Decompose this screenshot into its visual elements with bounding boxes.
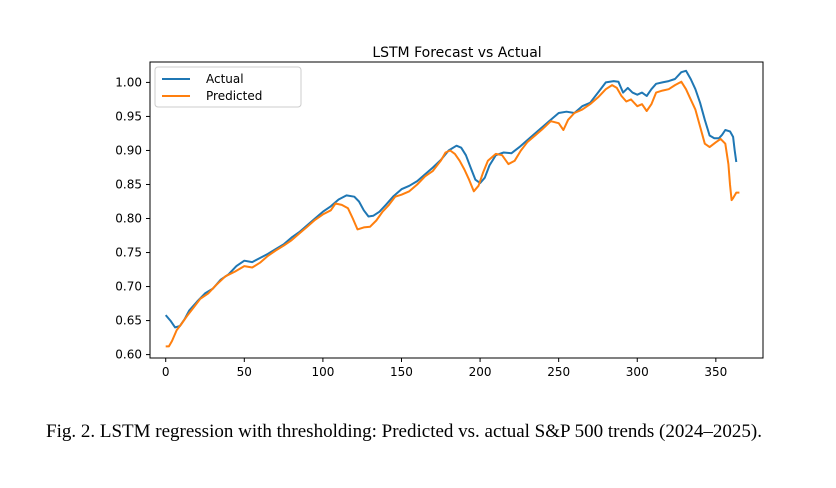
x-tick-label: 300 <box>626 365 649 379</box>
y-tick-label: 0.60 <box>115 348 142 362</box>
y-tick-label: 0.70 <box>115 280 142 294</box>
legend-label-predicted: Predicted <box>206 89 262 103</box>
x-tick-label: 250 <box>547 365 570 379</box>
x-tick-label: 200 <box>469 365 492 379</box>
y-tick-label: 0.90 <box>115 143 142 157</box>
plot-frame <box>149 61 764 359</box>
y-tick-label: 0.80 <box>115 212 142 226</box>
plot-area <box>164 69 740 348</box>
x-tick-label: 150 <box>390 365 413 379</box>
y-tick-label: 1.00 <box>115 75 142 89</box>
legend: Actual Predicted <box>154 66 302 108</box>
line-chart: LSTM Forecast vs Actual 0 50 100 150 200 250 3… <box>115 45 764 379</box>
y-tick-label: 0.75 <box>115 246 142 260</box>
series-line-predicted <box>165 80 740 348</box>
x-tick-label: 0 <box>162 365 170 379</box>
x-axis: 0 50 100 150 200 250 300 350 <box>162 358 727 379</box>
x-tick-label: 100 <box>311 365 334 379</box>
x-tick-label: 350 <box>704 365 727 379</box>
legend-box <box>154 66 302 108</box>
chart-title: LSTM Forecast vs Actual <box>372 45 541 61</box>
y-tick-label: 0.85 <box>115 177 142 191</box>
series-line-actual <box>164 69 738 329</box>
y-tick-label: 0.95 <box>115 109 142 123</box>
x-tick-label: 50 <box>237 365 252 379</box>
y-axis: 0.60 0.65 0.70 0.75 0.80 0.85 0.90 0.95 1.00 <box>115 75 150 362</box>
legend-label-actual: Actual <box>206 72 244 86</box>
figure-caption: Fig. 2. LSTM regression with thresholdin… <box>46 421 762 442</box>
y-tick-label: 0.65 <box>115 314 142 328</box>
